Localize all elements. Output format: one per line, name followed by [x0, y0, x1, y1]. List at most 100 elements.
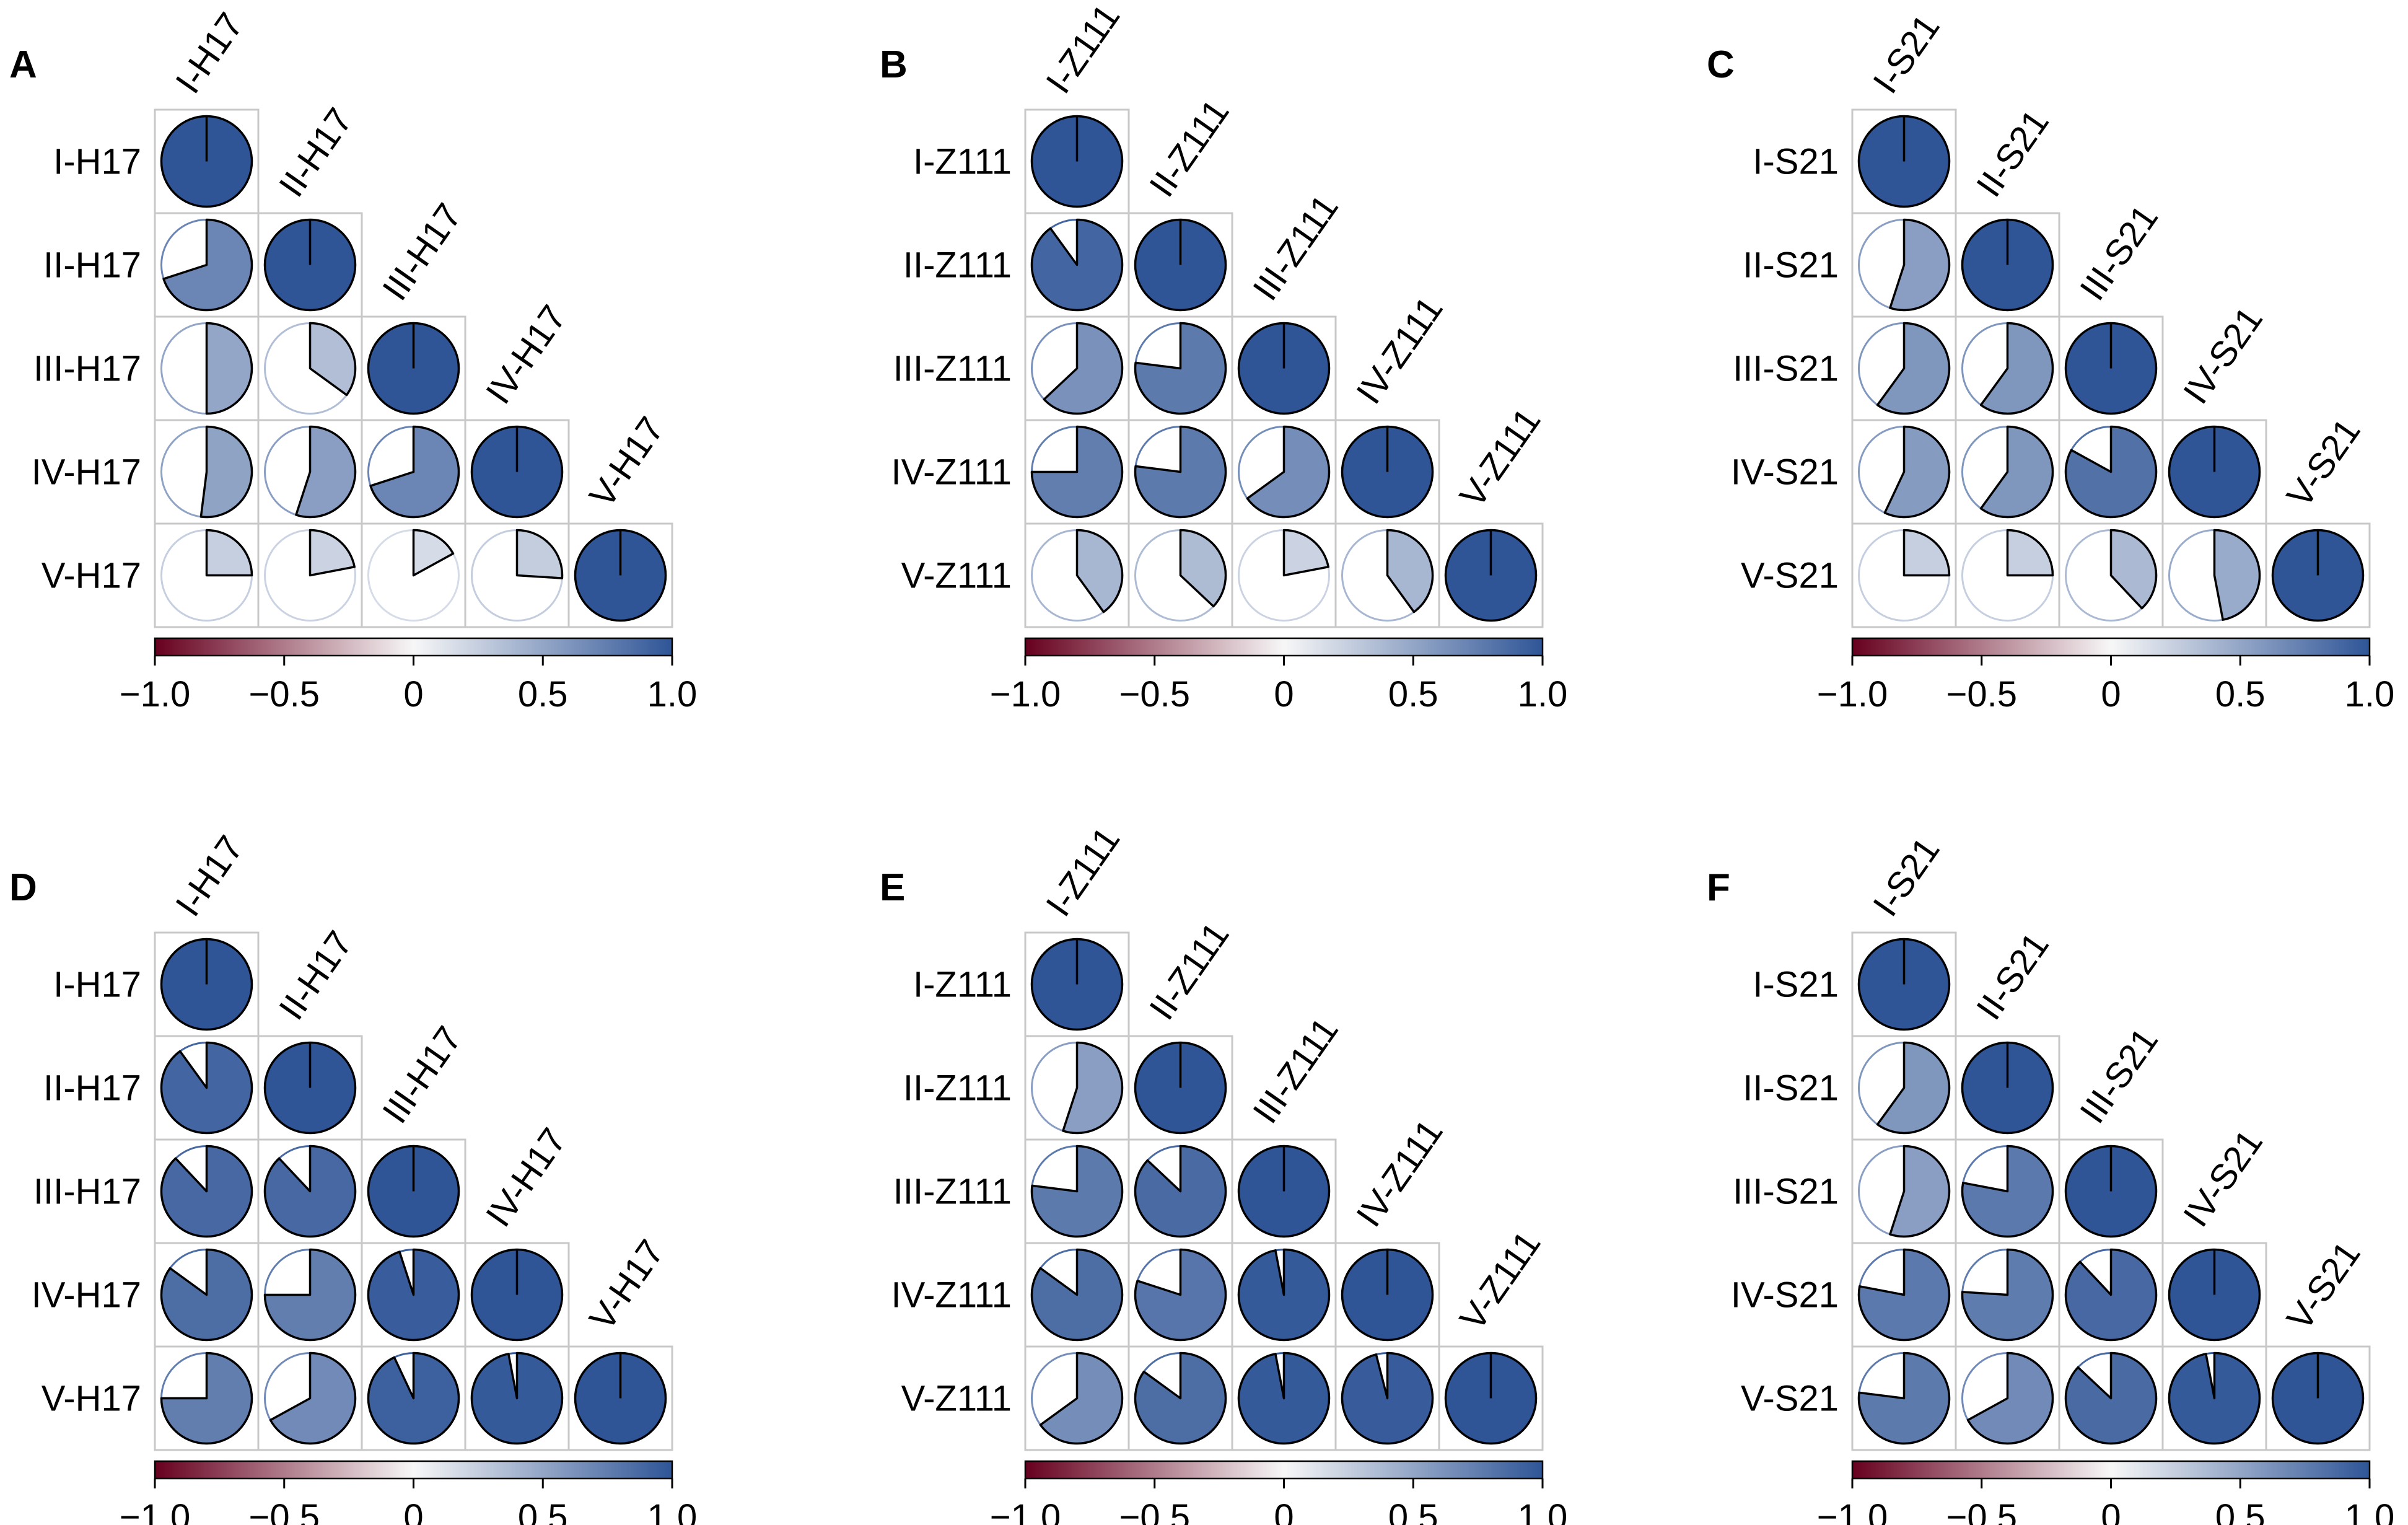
row-label: I-Z111 [913, 965, 1012, 1005]
colorbar-tick-label: −0.5 [1119, 1497, 1191, 1525]
correlation-pie [367, 322, 460, 415]
colorbar-tick-label: 1.0 [647, 674, 698, 714]
colorbar: −1.0 −0.5 0 0.5 1.0 [990, 1460, 1568, 1525]
correlation-pie [1030, 1248, 1124, 1342]
row-label: III-S21 [1733, 1172, 1839, 1212]
panel-c: CI-S21II-S21III-S21IV-S21V-S21I-S21II-S2… [1707, 7, 2394, 714]
column-label: I-H17 [168, 828, 252, 923]
row-label: II-S21 [1743, 1068, 1839, 1109]
correlation-pie [471, 529, 564, 622]
column-label: III-H17 [375, 196, 470, 308]
colorbar-tick-label: −0.5 [249, 674, 320, 714]
column-label: III-S21 [2072, 198, 2166, 307]
correlation-pie [160, 1248, 253, 1342]
correlation-pie [1341, 529, 1434, 622]
correlation-pie [1134, 1145, 1227, 1238]
column-label: I-Z111 [1038, 820, 1127, 924]
correlation-pie [1857, 115, 1951, 208]
correlation-pie [1857, 938, 1951, 1031]
colorbar-tick-label: 0.5 [1388, 674, 1438, 714]
row-label: V-S21 [1741, 1379, 1839, 1419]
colorbar: −1.0 −0.5 0 0.5 1.0 [1817, 637, 2394, 714]
column-label: V-Z111 [1452, 1224, 1549, 1337]
row-label: III-S21 [1733, 349, 1839, 389]
correlation-pie [1858, 529, 1951, 622]
colorbar-tick-label: 1.0 [1518, 1497, 1568, 1525]
correlation-pie [1031, 529, 1124, 622]
correlation-pie [1237, 1248, 1331, 1342]
correlation-pie [263, 218, 357, 312]
column-label: V-H17 [582, 1233, 672, 1337]
correlation-pie [2064, 1351, 2158, 1445]
correlation-pie [1961, 529, 2054, 622]
column-label: I-H17 [168, 6, 252, 100]
correlation-pie [1341, 425, 1434, 519]
correlation-cell [567, 522, 673, 628]
panel-e: EI-Z111II-Z111III-Z111IV-Z111V-Z111I-Z11… [880, 820, 1567, 1525]
correlation-pie [574, 529, 667, 622]
correlation-pie [1858, 218, 1951, 312]
panel-letter: F [1707, 866, 1730, 909]
colorbar-tick-label: 0.5 [2215, 1497, 2266, 1525]
correlation-pie [1961, 322, 2054, 415]
colorbar-tick-label: 0 [2101, 674, 2121, 714]
colorbar-tick-label: −1.0 [120, 674, 191, 714]
column-label: I-S21 [1865, 7, 1948, 101]
panel-d: DI-H17II-H17III-H17IV-H17V-H17I-H17II-H1… [9, 828, 697, 1525]
correlation-pie [2271, 529, 2365, 622]
correlation-pie [1961, 1248, 2054, 1342]
colorbar-tick-label: −1.0 [1817, 674, 1888, 714]
correlation-pie [264, 1351, 357, 1445]
correlation-pie [1961, 218, 2054, 312]
column-label: III-Z111 [1245, 1011, 1346, 1131]
column-label: V-Z111 [1452, 401, 1549, 514]
colorbar-tick-label: 0.5 [1388, 1497, 1438, 1525]
column-label: IV-Z111 [1349, 289, 1451, 411]
correlation-pie [1961, 1145, 2054, 1238]
correlation-pie [263, 1248, 357, 1342]
correlation-pie [2064, 1248, 2158, 1342]
correlation-pie [1857, 1248, 1951, 1342]
correlation-pie [160, 529, 253, 622]
correlation-pie [1134, 529, 1227, 622]
row-label: I-Z111 [913, 142, 1012, 182]
correlation-pie [1341, 1351, 1434, 1445]
row-label: III-Z111 [893, 1172, 1012, 1212]
correlation-pie [1134, 322, 1227, 415]
correlation-pie [263, 1145, 357, 1238]
colorbar-tick-label: 0.5 [2215, 674, 2266, 714]
correlation-pie [470, 1351, 564, 1445]
column-label: IV-S21 [2176, 300, 2270, 411]
panel-b: BI-Z111II-Z111III-Z111IV-Z111V-Z111I-Z11… [880, 0, 1567, 714]
correlation-pie [1237, 1145, 1331, 1238]
row-label: IV-S21 [1731, 1275, 1839, 1316]
correlation-pie [1134, 1248, 1227, 1342]
correlation-pie [1134, 218, 1227, 312]
colorbar: −1.0 −0.5 0 0.5 1.0 [120, 637, 698, 714]
correlation-pie [2168, 1248, 2261, 1342]
correlation-pie [1238, 529, 1330, 622]
correlation-pie [1444, 1351, 1538, 1445]
colorbar-tick-label: 0.5 [518, 1497, 568, 1525]
row-label: I-S21 [1753, 965, 1839, 1005]
row-label: II-H17 [43, 1068, 141, 1109]
colorbar-tick-label: −0.5 [1119, 674, 1191, 714]
correlation-pie [1030, 115, 1124, 208]
colorbar-tick-label: −1.0 [1817, 1497, 1888, 1525]
correlation-pie [2271, 1351, 2365, 1445]
column-label: III-H17 [375, 1019, 470, 1131]
correlation-pie [1961, 1041, 2054, 1135]
colorbar: −1.0 −0.5 0 0.5 1.0 [1817, 1460, 2394, 1525]
correlation-pie [160, 1351, 253, 1445]
correlation-cell [1438, 522, 1544, 628]
correlation-pie [1030, 1145, 1124, 1238]
colorbar-tick-label: 0.5 [518, 674, 568, 714]
panel-letter: E [880, 866, 905, 909]
row-label: IV-S21 [1731, 452, 1839, 493]
column-label: IV-H17 [478, 298, 574, 411]
correlation-pie [1858, 1145, 1951, 1238]
row-label: I-H17 [53, 965, 141, 1005]
panel-a: AI-H17II-H17III-H17IV-H17V-H17I-H17II-H1… [9, 6, 697, 714]
row-label: IV-H17 [32, 452, 141, 493]
correlation-pie [1237, 322, 1331, 415]
